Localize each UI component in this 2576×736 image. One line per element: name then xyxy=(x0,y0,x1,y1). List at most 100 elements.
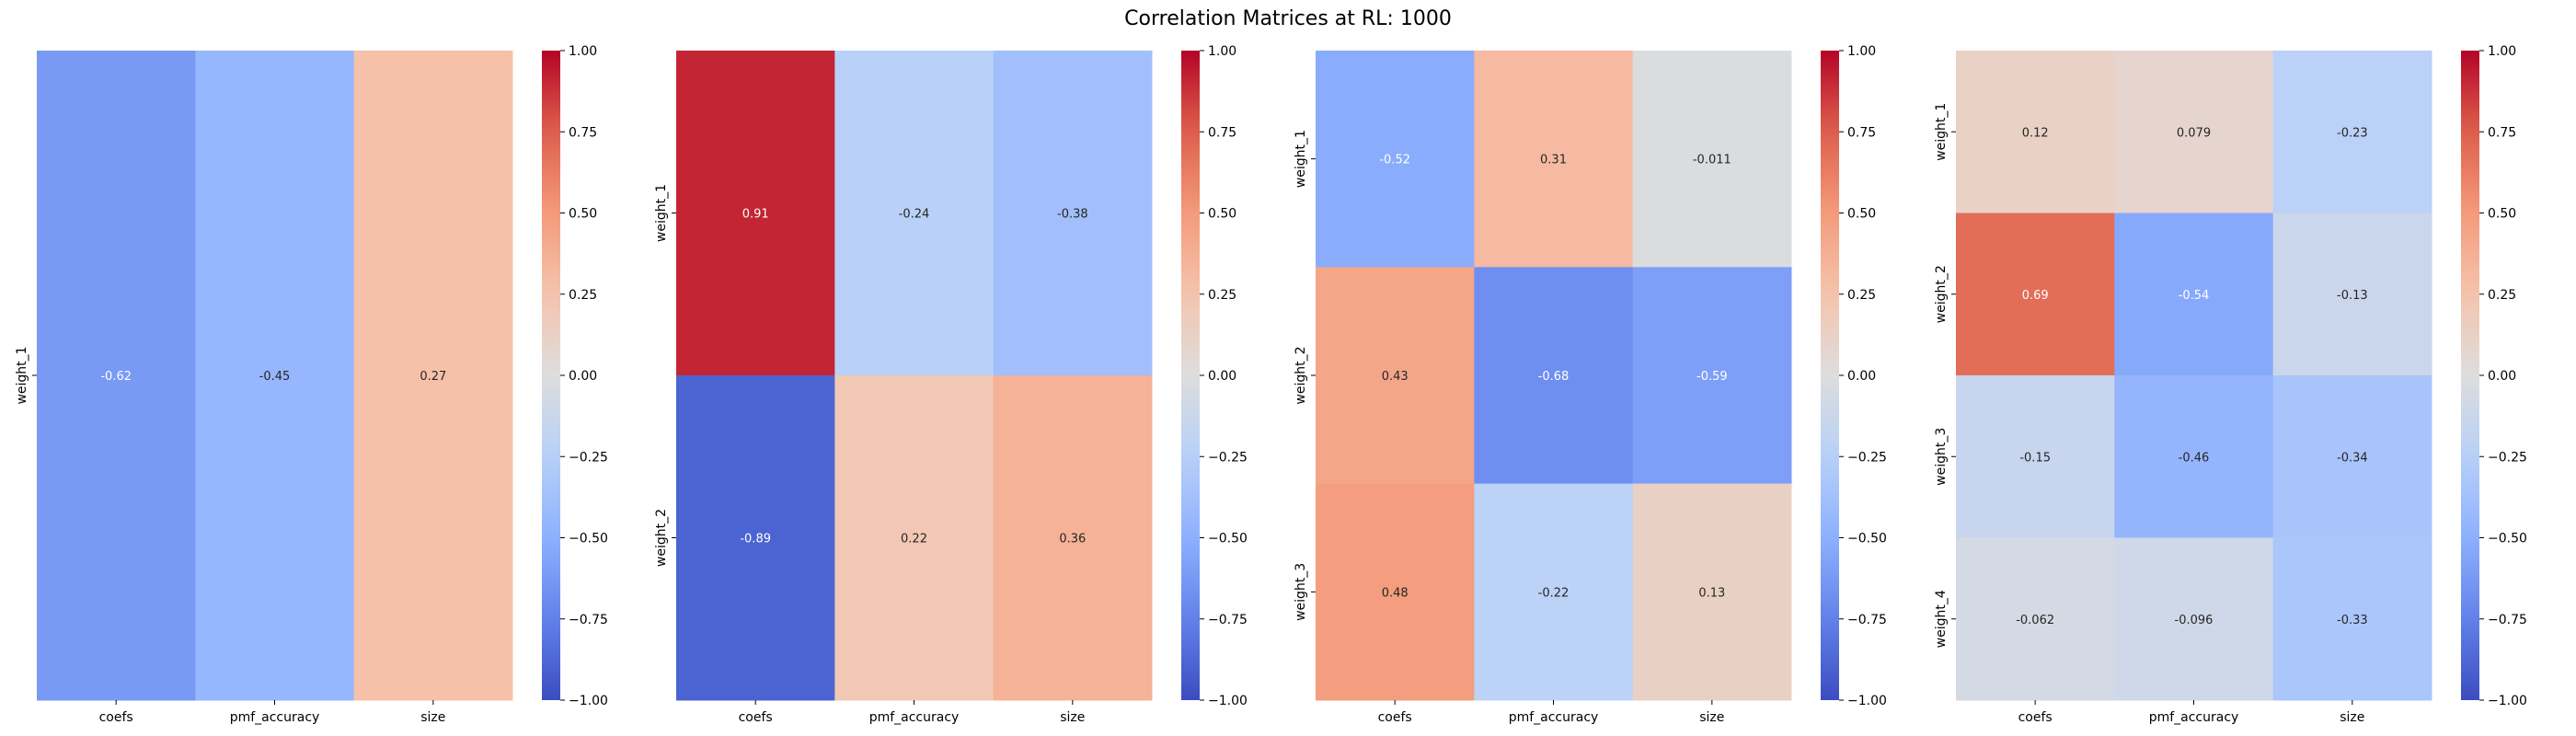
heatmap-panel-2: 0.91 -0.24 -0.38 -0.89 0.22 0.36 coefs pmf_accu… xyxy=(654,44,1248,725)
heatmap-panel-4: 0.12 0.079 -0.23 0.69 -0.54 -0.13 -0.15 -0.46 -0… xyxy=(1934,44,2527,725)
colorbar-tick-label: 1.00 xyxy=(1208,44,1236,59)
cell-annotation: -0.096 xyxy=(2175,614,2214,627)
heatmap-cell xyxy=(1474,267,1634,485)
colorbar xyxy=(1181,51,1200,700)
x-tick-label: coefs xyxy=(2018,710,2053,725)
colorbar-tick-label: 0.75 xyxy=(569,125,597,140)
cell-annotation: -0.38 xyxy=(1057,208,1088,222)
colorbar-tick-label: 0.50 xyxy=(1208,207,1236,222)
cell-annotation: 0.91 xyxy=(742,208,769,222)
y-tick-label: weight_1 xyxy=(15,346,29,404)
heatmap-cell xyxy=(993,51,1153,376)
x-tick-label: pmf_accuracy xyxy=(869,710,960,725)
heatmap-cell xyxy=(2114,375,2274,538)
heatmap-cell xyxy=(2114,537,2274,701)
colorbar-tick-label: −0.75 xyxy=(569,613,608,627)
cell-annotation: -0.59 xyxy=(1696,370,1728,384)
cell-annotation: 0.22 xyxy=(901,533,927,546)
cell-annotation: 0.27 xyxy=(420,370,446,384)
cell-annotation: 0.31 xyxy=(1540,154,1567,167)
colorbar-tick-label: −0.50 xyxy=(2488,532,2527,546)
colorbar-tick-label: 0.25 xyxy=(569,288,597,303)
cell-annotation: -0.13 xyxy=(2337,289,2368,303)
heatmap-cell xyxy=(2272,537,2432,701)
colorbar-tick-label: −1.00 xyxy=(1208,694,1248,708)
colorbar-tick-label: −0.25 xyxy=(2488,450,2527,465)
cell-annotation: -0.54 xyxy=(2179,289,2210,303)
y-tick-label: weight_3 xyxy=(1934,428,1949,486)
heatmap-cell xyxy=(993,375,1153,701)
y-tick-label: weight_2 xyxy=(654,509,669,567)
colorbar-tick-label: −0.50 xyxy=(569,532,608,546)
heatmap-panel-3: -0.52 0.31 -0.011 0.43 -0.68 -0.59 0.48 -0.22 0.… xyxy=(1294,44,1887,725)
cell-annotation: -0.15 xyxy=(2019,451,2051,465)
cell-annotation: -0.52 xyxy=(1379,154,1410,167)
x-tick-label: coefs xyxy=(1378,710,1412,725)
cell-annotation: -0.22 xyxy=(1538,586,1570,600)
heatmap-cell xyxy=(2272,375,2432,538)
y-tick-label: weight_1 xyxy=(654,184,669,242)
heatmap-cell xyxy=(1632,51,1792,268)
heatmap-cell xyxy=(1632,267,1792,485)
cell-annotation: 0.48 xyxy=(1382,586,1409,600)
colorbar xyxy=(542,51,560,700)
cell-annotation: 0.13 xyxy=(1698,586,1725,600)
heatmap-cell xyxy=(1474,483,1634,701)
heatmap-cell xyxy=(1956,213,2115,376)
colorbar-tick-label: 0.00 xyxy=(1208,369,1236,384)
colorbar-tick-label: −0.50 xyxy=(1208,532,1248,546)
colorbar xyxy=(1821,51,1839,700)
y-tick-label: weight_2 xyxy=(1294,346,1308,404)
heatmap-cell xyxy=(676,375,835,701)
heatmap-cell xyxy=(1474,51,1634,268)
colorbar-tick-label: −0.25 xyxy=(1208,450,1248,465)
colorbar-tick-label: 0.25 xyxy=(1847,288,1876,303)
cell-annotation: -0.89 xyxy=(740,533,771,546)
heatmap-cell xyxy=(1316,51,1475,268)
y-tick-label: weight_4 xyxy=(1934,590,1949,648)
colorbar-tick-label: 0.00 xyxy=(569,369,597,384)
cell-annotation: -0.62 xyxy=(100,370,132,384)
cell-annotation: 0.69 xyxy=(2022,289,2049,303)
cell-annotation: -0.68 xyxy=(1538,370,1570,384)
colorbar-tick-label: 0.00 xyxy=(1847,369,1876,384)
colorbar-tick-label: 0.75 xyxy=(2488,125,2516,140)
heatmap-cell xyxy=(2272,213,2432,376)
colorbar-tick-label: −0.25 xyxy=(1847,450,1887,465)
cell-annotation: -0.011 xyxy=(1693,154,1731,167)
heatmap-cell xyxy=(2114,213,2274,376)
colorbar-tick-label: 0.50 xyxy=(569,207,597,222)
cell-annotation: -0.45 xyxy=(259,370,291,384)
cell-annotation: -0.33 xyxy=(2337,614,2368,627)
colorbar-tick-label: −1.00 xyxy=(1847,694,1887,708)
heatmap-cell xyxy=(834,375,995,701)
colorbar-tick-label: 0.75 xyxy=(1208,125,1236,140)
x-tick-label: size xyxy=(2340,710,2364,725)
figure-title: Correlation Matrices at RL: 1000 xyxy=(1124,7,1452,30)
heatmap-cell xyxy=(195,51,355,701)
colorbar-tick-label: 0.25 xyxy=(2488,288,2516,303)
heatmap-cell xyxy=(37,51,196,701)
heatmap-panel-1: -0.62 -0.45 0.27 coefs pmf_accuracy size weigh… xyxy=(15,44,608,725)
cell-annotation: 0.36 xyxy=(1059,533,1086,546)
heatmap-cell xyxy=(2114,51,2274,213)
colorbar-tick-label: −1.00 xyxy=(2488,694,2527,708)
heatmap-cell xyxy=(353,51,513,701)
colorbar-tick-label: 1.00 xyxy=(569,44,597,59)
cell-annotation: 0.079 xyxy=(2177,126,2211,140)
x-tick-label: size xyxy=(420,710,445,725)
colorbar xyxy=(2461,51,2479,700)
x-tick-label: pmf_accuracy xyxy=(1509,710,1599,725)
y-tick-label: weight_3 xyxy=(1294,563,1308,621)
heatmap-cell xyxy=(834,51,995,376)
colorbar-tick-label: −1.00 xyxy=(569,694,608,708)
cell-annotation: 0.12 xyxy=(2022,126,2049,140)
x-tick-label: pmf_accuracy xyxy=(2149,710,2239,725)
cell-annotation: -0.34 xyxy=(2337,451,2368,465)
cell-annotation: -0.062 xyxy=(2016,614,2054,627)
x-tick-label: pmf_accuracy xyxy=(230,710,320,725)
y-tick-label: weight_1 xyxy=(1934,103,1949,161)
y-tick-label: weight_1 xyxy=(1294,130,1308,188)
